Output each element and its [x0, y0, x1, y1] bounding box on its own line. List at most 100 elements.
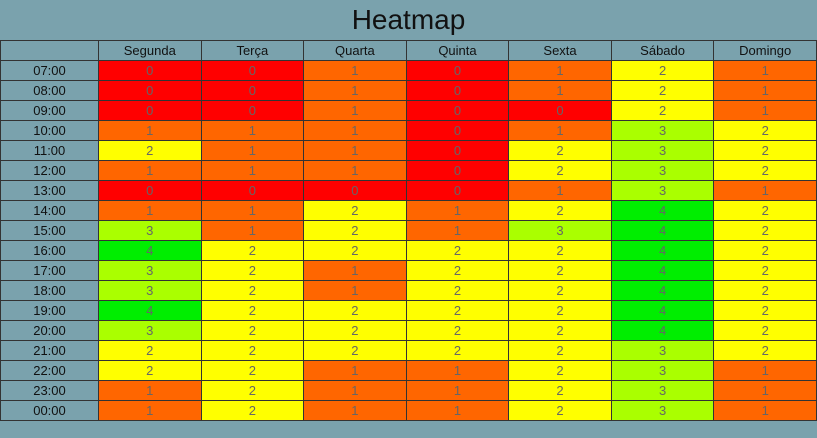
heatmap-cell: 2	[713, 220, 817, 241]
heatmap-cell: 1	[200, 160, 305, 181]
heatmap-cell: 3	[610, 180, 715, 201]
heatmap-cell: 2	[303, 300, 407, 321]
heatmap-cell: 1	[405, 400, 510, 421]
column-header: Terça	[200, 40, 305, 61]
heatmap-cell: 2	[405, 280, 510, 301]
column-header: Quarta	[303, 40, 407, 61]
heatmap-cell: 2	[200, 360, 305, 381]
heatmap-cell: 2	[200, 320, 305, 341]
heatmap-cell: 2	[405, 240, 510, 261]
heatmap-cell: 0	[98, 180, 202, 201]
heatmap-cell: 2	[303, 320, 407, 341]
heatmap-cell: 1	[303, 100, 407, 121]
heatmap-cell: 4	[610, 200, 715, 221]
heatmap-row: 18:00 3 2 1 2 2 4 2	[0, 280, 817, 301]
heatmap-cell: 1	[508, 120, 612, 141]
heatmap-cell: 1	[200, 200, 305, 221]
heatmap-cell: 1	[98, 120, 202, 141]
heatmap-cell: 2	[200, 240, 305, 261]
heatmap-cell: 2	[508, 360, 612, 381]
row-header: 13:00	[0, 180, 99, 201]
heatmap-cell: 1	[98, 200, 202, 221]
heatmap-cell: 2	[508, 340, 612, 361]
heatmap-cell: 0	[405, 100, 510, 121]
heatmap-cell: 2	[200, 280, 305, 301]
heatmap-cell: 2	[508, 380, 612, 401]
heatmap-cell: 1	[303, 380, 407, 401]
heatmap-cell: 2	[508, 260, 612, 281]
heatmap-cell: 2	[200, 300, 305, 321]
heatmap-cell: 2	[508, 300, 612, 321]
heatmap-row: 09:00 0 0 1 0 0 2 1	[0, 100, 817, 121]
heatmap-cell: 4	[98, 240, 202, 261]
heatmap-row: 20:00 3 2 2 2 2 4 2	[0, 320, 817, 341]
heatmap-cell: 1	[303, 280, 407, 301]
row-header: 16:00	[0, 240, 99, 261]
heatmap-cell: 2	[508, 140, 612, 161]
column-header: Segunda	[98, 40, 202, 61]
heatmap-cell: 1	[200, 140, 305, 161]
heatmap-cell: 2	[713, 320, 817, 341]
heatmap-cell: 1	[200, 120, 305, 141]
heatmap-cell: 3	[508, 220, 612, 241]
heatmap-cell: 0	[200, 60, 305, 81]
heatmap-cell: 1	[405, 220, 510, 241]
header-row: Segunda Terça Quarta Quinta Sexta Sábado Domin…	[0, 40, 817, 61]
heatmap-cell: 0	[200, 100, 305, 121]
row-header: 18:00	[0, 280, 99, 301]
heatmap-cell: 1	[713, 400, 817, 421]
heatmap-cell: 2	[508, 320, 612, 341]
column-header: Domingo	[713, 40, 817, 61]
heatmap-row: 15:00 3 1 2 1 3 4 2	[0, 220, 817, 241]
heatmap-cell: 1	[508, 80, 612, 101]
heatmap-cell: 1	[508, 180, 612, 201]
column-header: Quinta	[405, 40, 510, 61]
heatmap-row: 19:00 4 2 2 2 2 4 2	[0, 300, 817, 321]
heatmap-cell: 1	[303, 60, 407, 81]
heatmap-cell: 2	[303, 340, 407, 361]
heatmap-cell: 2	[508, 280, 612, 301]
heatmap-cell: 1	[713, 360, 817, 381]
row-header: 19:00	[0, 300, 99, 321]
heatmap-cell: 3	[610, 400, 715, 421]
heatmap-cell: 2	[200, 400, 305, 421]
heatmap-cell: 0	[200, 180, 305, 201]
heatmap-cell: 0	[405, 60, 510, 81]
row-header: 20:00	[0, 320, 99, 341]
heatmap-cell: 4	[98, 300, 202, 321]
heatmap-cell: 2	[713, 120, 817, 141]
heatmap-cell: 0	[405, 160, 510, 181]
heatmap-cell: 2	[713, 260, 817, 281]
heatmap-cell: 4	[610, 280, 715, 301]
row-header: 10:00	[0, 120, 99, 141]
heatmap-cell: 1	[303, 160, 407, 181]
heatmap-cell: 2	[303, 200, 407, 221]
heatmap-cell: 1	[303, 120, 407, 141]
heatmap-cell: 4	[610, 320, 715, 341]
heatmap-cell: 1	[303, 360, 407, 381]
heatmap-cell: 2	[200, 340, 305, 361]
heatmap-row: 08:00 0 0 1 0 1 2 1	[0, 80, 817, 101]
row-header: 14:00	[0, 200, 99, 221]
heatmap-cell: 2	[405, 340, 510, 361]
heatmap-cell: 0	[405, 180, 510, 201]
heatmap-cell: 0	[303, 180, 407, 201]
heatmap-cell: 1	[405, 380, 510, 401]
heatmap-cell: 1	[508, 60, 612, 81]
heatmap-cell: 2	[713, 280, 817, 301]
column-header: Sexta	[508, 40, 612, 61]
heatmap-cell: 2	[405, 320, 510, 341]
heatmap-cell: 3	[98, 220, 202, 241]
heatmap-cell: 2	[200, 380, 305, 401]
heatmap-cell: 1	[405, 200, 510, 221]
row-header: 22:00	[0, 360, 99, 381]
heatmap-table: Segunda Terça Quarta Quinta Sexta Sábado Domin…	[0, 40, 817, 421]
heatmap-cell: 2	[508, 160, 612, 181]
column-header: Sábado	[610, 40, 715, 61]
chart-title: Heatmap	[351, 4, 466, 35]
heatmap-cell: 0	[405, 80, 510, 101]
heatmap-cell: 1	[303, 80, 407, 101]
row-header: 07:00	[0, 60, 99, 81]
heatmap-cell: 1	[713, 380, 817, 401]
heatmap-cell: 1	[98, 380, 202, 401]
